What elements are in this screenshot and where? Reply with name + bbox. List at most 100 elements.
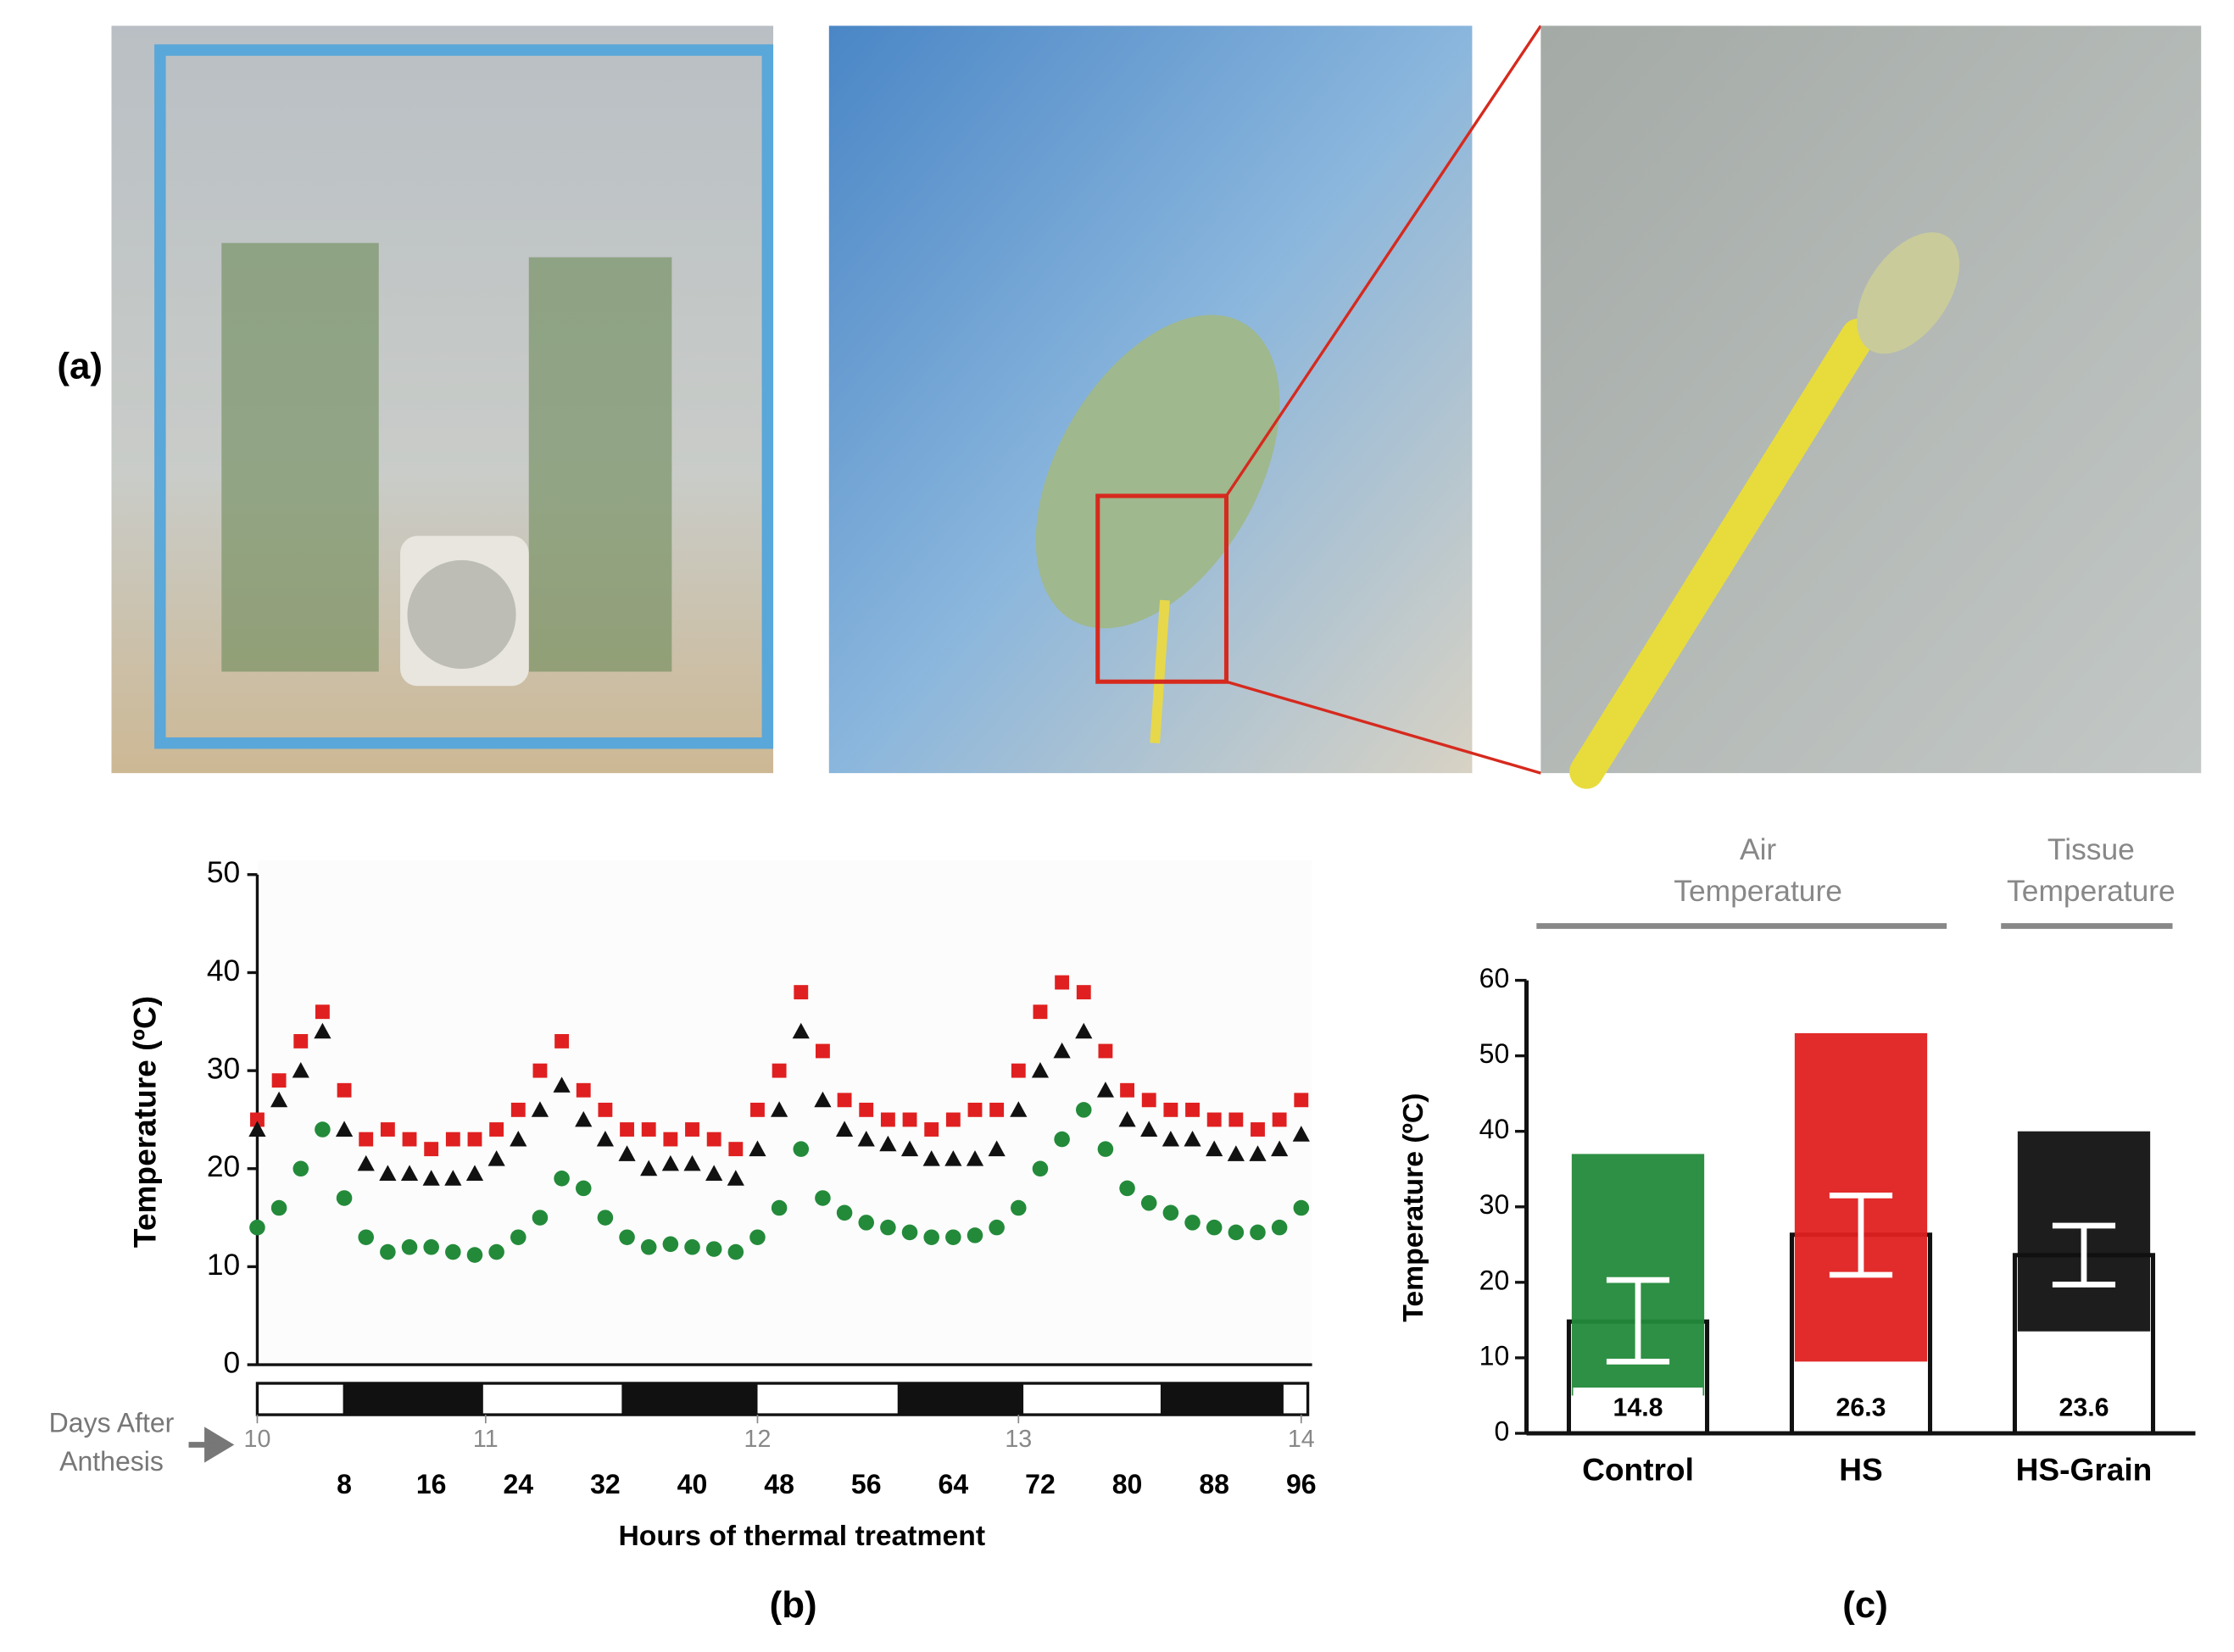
y-axis-label: Temperature (ºC) xyxy=(1397,1093,1429,1322)
y-tick-label: 40 xyxy=(207,954,240,987)
point xyxy=(924,1122,939,1137)
point xyxy=(271,1073,287,1088)
point xyxy=(858,1215,875,1231)
point xyxy=(1227,1145,1245,1161)
point xyxy=(1250,1224,1266,1241)
point xyxy=(1141,1093,1156,1108)
point xyxy=(379,1165,397,1181)
point xyxy=(640,1239,657,1255)
point xyxy=(837,1093,852,1108)
point xyxy=(640,1160,658,1176)
point xyxy=(489,1122,504,1137)
x-tick-label: 56 xyxy=(851,1469,882,1499)
point xyxy=(1140,1121,1158,1137)
point xyxy=(1271,1140,1289,1157)
point xyxy=(249,1219,265,1236)
point xyxy=(1118,1110,1136,1127)
point xyxy=(684,1239,700,1255)
point xyxy=(945,1112,961,1127)
day-tick-label: 11 xyxy=(473,1426,499,1453)
point xyxy=(424,1142,439,1157)
point xyxy=(944,1150,962,1166)
point xyxy=(792,1022,810,1039)
point xyxy=(510,1229,526,1245)
grain xyxy=(1857,232,1960,354)
point xyxy=(749,1229,766,1245)
point xyxy=(358,1229,374,1245)
point xyxy=(380,1243,396,1260)
error-bar xyxy=(1606,1277,1670,1365)
y-tick-label: 0 xyxy=(1494,1416,1509,1446)
point xyxy=(1293,1199,1310,1216)
probe xyxy=(1150,599,1170,744)
point xyxy=(445,1132,460,1147)
point xyxy=(357,1154,375,1171)
x-tick-label: 48 xyxy=(764,1469,794,1499)
point xyxy=(250,1112,265,1127)
point xyxy=(966,1150,984,1166)
label-box xyxy=(1573,1388,1703,1429)
point xyxy=(1011,1063,1026,1078)
point xyxy=(1076,985,1091,1000)
day-tick-label: 14 xyxy=(1288,1426,1315,1453)
point xyxy=(467,1132,482,1147)
point xyxy=(337,1082,352,1098)
point xyxy=(683,1154,701,1171)
point xyxy=(423,1239,439,1255)
point xyxy=(422,1170,440,1186)
x-tick-label: 24 xyxy=(503,1469,533,1499)
plant xyxy=(221,242,379,672)
light-dark-bar xyxy=(255,1382,1310,1416)
point xyxy=(816,1043,830,1059)
point xyxy=(879,1135,897,1152)
point xyxy=(314,1022,331,1039)
y-tick-label: 30 xyxy=(207,1051,240,1085)
point xyxy=(596,1130,615,1147)
x-tick-label: 80 xyxy=(1112,1469,1143,1499)
point xyxy=(857,1130,875,1147)
point xyxy=(1206,1219,1223,1236)
point xyxy=(771,1199,788,1216)
point xyxy=(662,1236,679,1253)
arrow xyxy=(188,1427,235,1463)
point xyxy=(1294,1093,1309,1108)
point xyxy=(402,1132,417,1147)
zoom-line xyxy=(1225,680,1541,775)
point xyxy=(705,1241,722,1257)
point xyxy=(576,1082,591,1098)
point xyxy=(1206,1112,1222,1127)
probe xyxy=(1569,319,1875,789)
point xyxy=(1075,1022,1093,1039)
point xyxy=(815,1190,831,1206)
point xyxy=(989,1102,1005,1117)
point xyxy=(793,1141,810,1157)
point xyxy=(1120,1082,1134,1098)
point xyxy=(401,1239,418,1255)
dark-period xyxy=(1160,1382,1284,1416)
point xyxy=(1251,1122,1265,1137)
dark-period xyxy=(897,1382,1024,1416)
point xyxy=(794,985,809,1000)
y-tick-label: 20 xyxy=(1479,1265,1510,1295)
point xyxy=(315,1004,330,1020)
point xyxy=(685,1122,699,1137)
label-box xyxy=(1796,1388,1926,1429)
point xyxy=(618,1145,636,1161)
point xyxy=(293,1033,309,1048)
point xyxy=(1228,1224,1245,1241)
point xyxy=(1055,975,1070,990)
point xyxy=(270,1199,287,1216)
point xyxy=(967,1227,983,1243)
label-box xyxy=(2019,1388,2149,1429)
point xyxy=(1206,1140,1223,1157)
group-label: Tissue xyxy=(2047,832,2135,866)
y-tick-label: 10 xyxy=(1479,1340,1510,1371)
y-tick-label: 20 xyxy=(207,1149,240,1183)
panel-label: (c) xyxy=(1842,1584,1888,1626)
point xyxy=(1098,1043,1113,1059)
point xyxy=(248,1121,266,1137)
x-tick-label: HS-Grain xyxy=(2016,1451,2153,1487)
x-tick-label: 40 xyxy=(677,1469,708,1499)
point xyxy=(531,1101,549,1117)
point xyxy=(1096,1082,1115,1098)
